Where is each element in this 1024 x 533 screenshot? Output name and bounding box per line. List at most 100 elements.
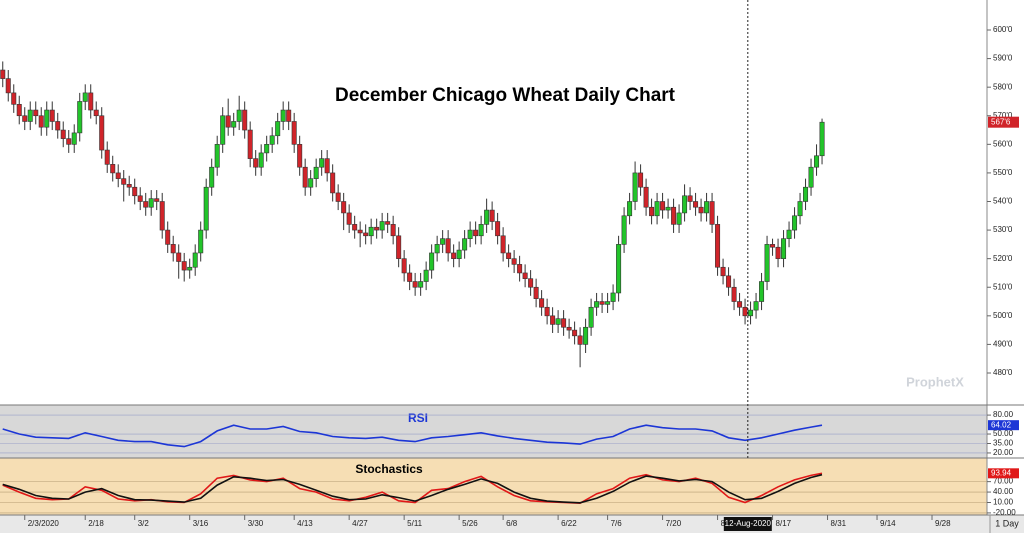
y-tick-label: 40.00 bbox=[993, 487, 1014, 496]
y-tick-label: 500'0 bbox=[993, 311, 1013, 320]
candle-body bbox=[632, 172, 638, 202]
candle-body bbox=[11, 92, 17, 105]
y-tick-label: 600'0 bbox=[993, 25, 1013, 34]
candle-body bbox=[561, 318, 567, 328]
candle-body bbox=[759, 281, 765, 302]
candle-body bbox=[797, 201, 803, 217]
watermark: ProphetX bbox=[906, 374, 964, 389]
candle-body bbox=[627, 201, 633, 217]
candle-body bbox=[572, 329, 578, 337]
candle-body bbox=[0, 69, 6, 79]
candle-body bbox=[770, 244, 776, 248]
candle-body bbox=[99, 115, 105, 151]
candle-body bbox=[379, 221, 385, 231]
candle-body bbox=[55, 121, 61, 131]
y-tick-label: 560'0 bbox=[993, 139, 1013, 148]
candle-body bbox=[247, 129, 253, 159]
candle-body bbox=[137, 195, 143, 202]
candle-body bbox=[93, 109, 99, 117]
candle-body bbox=[143, 201, 149, 208]
y-tick-label: 570'0 bbox=[993, 111, 1013, 120]
candle-body bbox=[335, 192, 341, 202]
period-label: 1 Day bbox=[995, 518, 1019, 528]
candle-body bbox=[49, 109, 55, 122]
candle-body bbox=[126, 184, 132, 188]
candle-body bbox=[599, 301, 605, 305]
candle-body bbox=[808, 166, 814, 188]
candle-body bbox=[803, 186, 809, 202]
candle-body bbox=[44, 109, 50, 128]
candle-body bbox=[720, 266, 726, 277]
candle-body bbox=[506, 252, 512, 259]
candle-body bbox=[407, 272, 413, 282]
candle-body bbox=[385, 221, 391, 225]
stochastics-title: Stochastics bbox=[355, 462, 423, 476]
candle-body bbox=[528, 278, 534, 288]
candle-body bbox=[445, 238, 451, 254]
candle-body bbox=[22, 115, 28, 122]
candle-body bbox=[258, 152, 264, 168]
x-tick-label: 5/11 bbox=[407, 519, 423, 528]
candle-body bbox=[687, 195, 693, 202]
candle-body bbox=[709, 201, 715, 225]
candle-body bbox=[462, 238, 468, 251]
y-tick-label: 530'0 bbox=[993, 225, 1013, 234]
candle-body bbox=[319, 158, 325, 168]
y-tick-label: 510'0 bbox=[993, 282, 1013, 291]
x-tick-label: 3/2 bbox=[138, 519, 150, 528]
candle-body bbox=[352, 224, 358, 231]
x-tick-label: 4/13 bbox=[297, 519, 313, 528]
candle-body bbox=[418, 281, 424, 288]
x-tick-label: 3/30 bbox=[248, 519, 264, 528]
candle-body bbox=[286, 109, 292, 122]
candle-body bbox=[77, 101, 83, 134]
candle-body bbox=[374, 226, 380, 231]
candle-body bbox=[231, 121, 237, 128]
candle-body bbox=[434, 244, 440, 254]
candle-body bbox=[533, 286, 539, 299]
candle-body bbox=[192, 252, 198, 268]
candle-body bbox=[649, 206, 655, 217]
cursor-label: 12-Aug-2020 bbox=[725, 519, 772, 528]
x-tick-label: 2/18 bbox=[88, 519, 104, 528]
candle-body bbox=[550, 315, 556, 325]
candle-body bbox=[27, 109, 33, 122]
candle-body bbox=[495, 221, 501, 237]
candle-body bbox=[165, 229, 171, 245]
stochastics-panel bbox=[0, 458, 987, 515]
rsi-panel bbox=[0, 405, 987, 458]
candle-body bbox=[275, 121, 281, 137]
candle-body bbox=[693, 201, 699, 208]
candle-body bbox=[176, 252, 182, 262]
candle-body bbox=[423, 269, 429, 282]
candle-body bbox=[555, 318, 561, 325]
candle-body bbox=[484, 209, 490, 225]
candle-body bbox=[225, 115, 231, 128]
x-tick-label: 4/27 bbox=[352, 519, 368, 528]
candle-body bbox=[88, 92, 94, 111]
last-value-label: 64.02 bbox=[991, 420, 1012, 429]
candle-body bbox=[396, 235, 402, 259]
x-tick-label: 9/14 bbox=[880, 519, 896, 528]
last-value-label: 93.94 bbox=[991, 468, 1012, 477]
candle-body bbox=[264, 144, 270, 154]
candle-body bbox=[308, 178, 314, 188]
x-tick-label: 7/20 bbox=[666, 519, 682, 528]
candle-body bbox=[38, 115, 44, 128]
y-tick-label: 20.00 bbox=[993, 448, 1014, 457]
candle-body bbox=[577, 335, 583, 345]
candle-body bbox=[302, 166, 308, 188]
candle-body bbox=[588, 306, 594, 328]
candle-body bbox=[781, 238, 787, 259]
x-tick-label: 8/31 bbox=[831, 519, 847, 528]
y-tick-label: 590'0 bbox=[993, 54, 1013, 63]
candle-body bbox=[82, 92, 88, 102]
candle-body bbox=[698, 206, 704, 214]
cursor-box bbox=[723, 517, 772, 531]
candle-body bbox=[731, 286, 737, 302]
candle-body bbox=[132, 186, 138, 197]
candle-body bbox=[71, 132, 77, 145]
candle-body bbox=[517, 264, 523, 274]
candle-body bbox=[753, 301, 759, 311]
